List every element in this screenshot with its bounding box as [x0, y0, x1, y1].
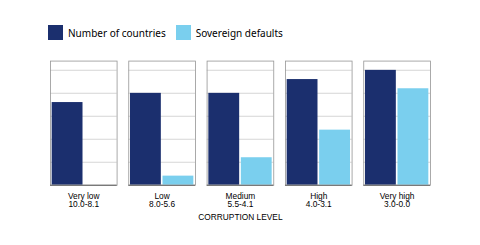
html-text:Sovereign defaults: Sovereign defaults [195, 25, 283, 40]
svg-text:Very high3.0-0.0: Very high3.0-0.0 [380, 191, 415, 209]
svg-text:Very low10.0-8.1: Very low10.0-8.1 [68, 191, 100, 209]
svg-text:Low8.0-5.6: Low8.0-5.6 [149, 191, 175, 209]
svg-text:CORRUPTION LEVEL: CORRUPTION LEVEL [198, 212, 283, 222]
svg-text:Medium5.5-4.1: Medium5.5-4.1 [226, 191, 256, 209]
html-text:Number of countries: Number of countries [68, 25, 166, 40]
svg-text:High4.0-3.1: High4.0-3.1 [306, 191, 332, 209]
